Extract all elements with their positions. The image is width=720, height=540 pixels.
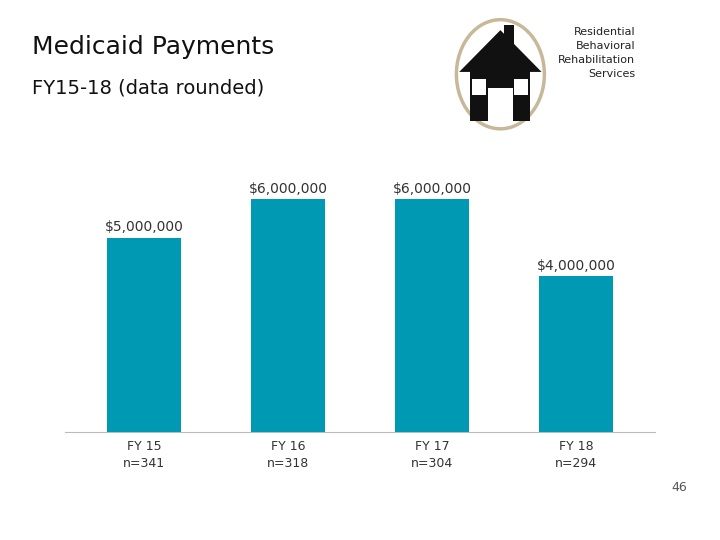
Bar [107,238,181,432]
Bar [488,88,513,120]
Text: $6,000,000: $6,000,000 [248,181,328,195]
Text: Medicaid Data: Medicaid Data [18,514,130,528]
Text: $4,000,000: $4,000,000 [536,259,616,273]
Text: FY15-18 (data rounded): FY15-18 (data rounded) [32,78,265,97]
Bar [515,79,528,95]
Text: 46: 46 [672,481,688,494]
Text: Residential
Behavioral
Rehabilitation
Services: Residential Behavioral Rehabilitation Se… [558,27,635,79]
Polygon shape [459,30,541,72]
Bar [472,79,487,95]
Bar [470,70,531,120]
Text: Medicaid Payments: Medicaid Payments [32,35,274,59]
Bar [539,276,613,432]
Bar [251,199,325,432]
Bar [504,25,513,44]
Text: $5,000,000: $5,000,000 [104,220,184,234]
Text: $6,000,000: $6,000,000 [392,181,472,195]
Bar [395,199,469,432]
